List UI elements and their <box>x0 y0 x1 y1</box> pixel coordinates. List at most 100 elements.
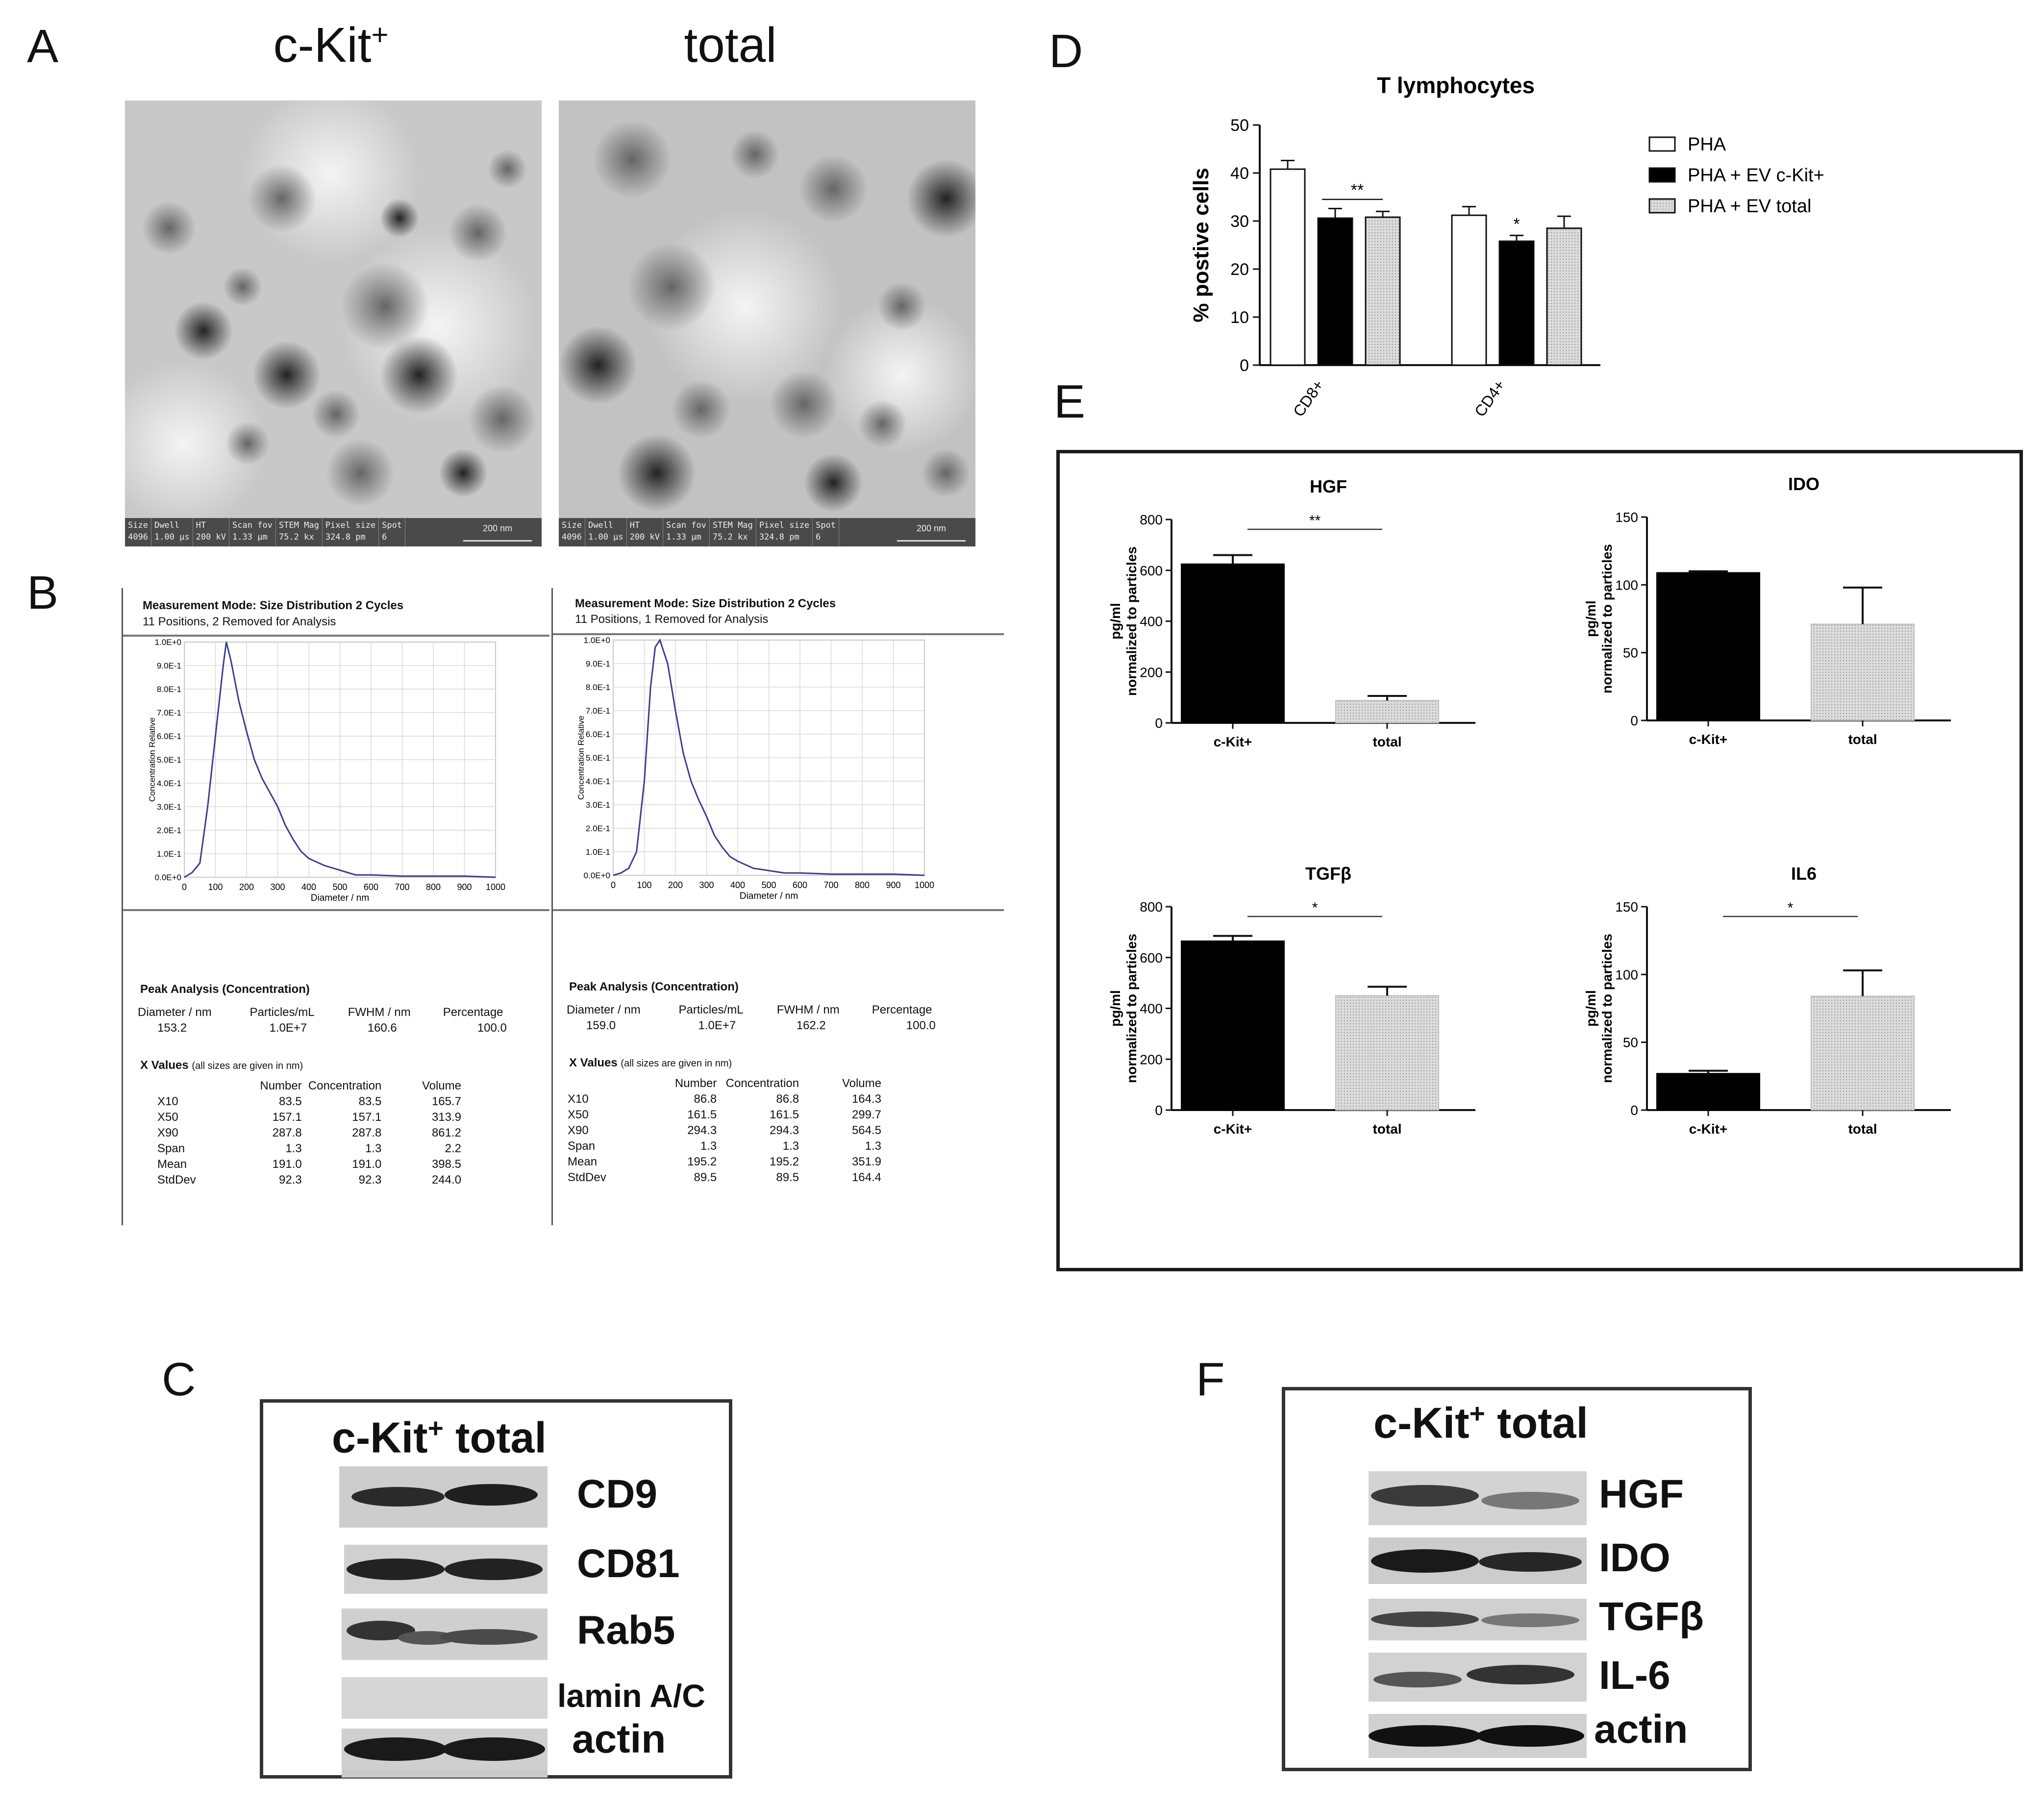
em-image-ckit: Size 4096 Dwell 1.00 µs HT 200 kV Scan fov 1… <box>125 100 542 546</box>
xvalues-cell: 564.5 <box>851 1124 881 1137</box>
panel-letter-f: F <box>1196 1353 1225 1406</box>
y-tick-label: 50 <box>1623 1035 1638 1050</box>
y-tick-label: 9.0E-1 <box>586 659 610 668</box>
bar <box>1546 227 1582 366</box>
band-svg <box>342 1608 548 1660</box>
xvalues-cell: 1.3 <box>700 1139 717 1153</box>
x-tick-label: 700 <box>823 880 838 890</box>
nta-divider <box>123 635 549 637</box>
xvalues-cell: X90 <box>157 1126 178 1139</box>
xvalues-row: Span 1.3 1.3 2.2 <box>157 1141 461 1157</box>
xvalues-heading: X Values (all sizes are given in nm) <box>140 1059 303 1072</box>
em-footer-ckit: Size 4096 Dwell 1.00 µs HT 200 kV Scan fov 1… <box>125 518 542 546</box>
y-tick-label: 5.0E-1 <box>586 753 610 763</box>
wb-label-actin-c: actin <box>572 1717 666 1761</box>
y-tick-label: 30 <box>1230 212 1249 231</box>
wb-label-lamin: lamin A/C <box>557 1678 705 1714</box>
xvalues-row: Mean 195.2 195.2 351.9 <box>568 1154 881 1170</box>
x-tick-label: 900 <box>886 880 900 890</box>
xvalues-cell: 191.0 <box>272 1158 302 1171</box>
y-tick-label: 200 <box>1140 665 1163 680</box>
blot-band-cd81 <box>344 1545 548 1594</box>
xvalues-row: StdDev 92.3 92.3 244.0 <box>157 1172 461 1188</box>
wb-label-actin-f: actin <box>1594 1707 1688 1752</box>
y-tick-label: 1.0E+0 <box>584 636 610 645</box>
bar <box>1335 700 1439 724</box>
bar <box>1317 217 1353 366</box>
y-tick-label: 5.0E-1 <box>157 755 181 765</box>
chart-e-il6: IL6 0 50 100 150 pg/ml normalized to particles… <box>1583 864 1951 1137</box>
x-tick-label: 800 <box>426 882 441 892</box>
xvalues-header-row: Number Concentration Volume <box>568 1076 881 1091</box>
y-tick-label: 4.0E-1 <box>157 779 181 788</box>
xvalues-cell <box>568 1076 634 1091</box>
em-footer-cell: Pixel size 324.8 pm <box>323 518 379 546</box>
nta-report-right: Measurement Mode: Size Distribution 2 Cy… <box>551 588 1004 1225</box>
wb-header-f: c-Kit+ total <box>1373 1398 1588 1447</box>
x-tick-label: 500 <box>761 880 776 890</box>
bar <box>1656 1073 1760 1111</box>
xvalues-row: X90 294.3 294.3 564.5 <box>568 1123 881 1138</box>
nta-mode: Measurement Mode: Size Distribution 2 Cy… <box>143 599 404 612</box>
peak-header: Particles/mL <box>678 1003 744 1016</box>
x-axis-label: Diameter / nm <box>740 891 798 901</box>
chart-e-ido: IDO 0 50 100 150 pg/ml normalized to particles… <box>1583 474 1951 747</box>
xvalues-row: Span 1.3 1.3 1.3 <box>568 1138 881 1154</box>
xvalues-cell: 287.8 <box>272 1126 302 1139</box>
y-tick-label: 20 <box>1230 260 1249 279</box>
y-tick-label: 50 <box>1623 645 1638 661</box>
xvalues-cell: 83.5 <box>358 1095 382 1108</box>
x-tick-label: 0 <box>611 880 616 890</box>
western-blot-f: c-Kit+ total HGF IDO TGFβ IL-6 actin <box>1282 1387 1752 1771</box>
y-tick-label: 100 <box>1615 577 1638 593</box>
x-tick-label: 400 <box>730 880 745 890</box>
xvalues-cell: 89.5 <box>776 1171 799 1184</box>
xvalues-cell: 89.5 <box>694 1171 717 1184</box>
nta-positions: 11 Positions, 2 Removed for Analysis <box>143 615 336 628</box>
em-footer-total: Size 4096 Dwell 1.00 µs HT 200 kV Scan fov 1… <box>559 518 975 546</box>
y-axis-label: Concentration Relative <box>148 717 157 802</box>
xvalues-cell: 164.3 <box>851 1092 881 1106</box>
peak-header: Percentage <box>872 1003 932 1016</box>
peak-value: 159.0 <box>586 1019 616 1032</box>
bar <box>1811 995 1915 1111</box>
peak-header: Diameter / nm <box>567 1003 641 1016</box>
xvalues-cell: Concentration <box>308 1079 382 1092</box>
em-footer-cell: Size 4096 <box>559 518 585 546</box>
xvalues-cell: Volume <box>842 1077 881 1090</box>
em-footer-cell: Spot 6 <box>813 518 840 546</box>
peak-header: FWHM / nm <box>348 1006 411 1019</box>
peak-value: 1.0E+7 <box>269 1021 307 1035</box>
nta-positions: 11 Positions, 1 Removed for Analysis <box>575 613 769 626</box>
x-tick-label: 1000 <box>486 882 505 892</box>
size-distribution-line <box>613 638 925 876</box>
em-footer-cell: HT 200 kV <box>627 518 664 546</box>
nta-divider <box>553 633 1004 635</box>
y-tick-label: 150 <box>1615 510 1638 525</box>
band-svg <box>1369 1714 1587 1758</box>
y-tick-label: 50 <box>1230 116 1249 135</box>
xvalues-cell: Mean <box>157 1158 187 1171</box>
x-tick-label: total <box>1848 732 1877 747</box>
band-svg <box>342 1729 548 1770</box>
chart-d-t-lymphocytes: T lymphocytes 0 10 20 30 40 50 % postive cells C… <box>1189 73 1823 420</box>
panel-letter-c: C <box>162 1353 196 1406</box>
xvalues-cell: 83.5 <box>279 1095 302 1108</box>
em-scalebar-ckit: 200 nm <box>463 523 532 542</box>
y-axis-label: normalized to particles <box>1599 934 1615 1083</box>
size-distribution-line <box>184 642 496 878</box>
panel-letter-e: E <box>1054 375 1086 428</box>
y-tick-label: 8.0E-1 <box>586 683 610 692</box>
y-tick-label: 2.0E-1 <box>157 826 181 835</box>
peak-value: 100.0 <box>477 1021 507 1035</box>
em-footer-cell: Dwell 1.00 µs <box>585 518 627 546</box>
peak-header: Diameter / nm <box>138 1006 212 1019</box>
xvalues-cell: StdDev <box>568 1171 606 1184</box>
xvalues-table: Number Concentration Volume X10 83.5 83.5 165.… <box>157 1078 461 1188</box>
xvalues-cell: Number <box>260 1079 302 1092</box>
blot-band-actin-f <box>1369 1714 1587 1758</box>
wb-label-ido: IDO <box>1599 1535 1670 1580</box>
x-tick-label: total <box>1372 734 1401 749</box>
western-blot-c: c-Kit+ total CD9 CD81 Rab5 lamin A/C act… <box>260 1399 732 1779</box>
legend-label: PHA + EV total <box>1688 196 1811 217</box>
